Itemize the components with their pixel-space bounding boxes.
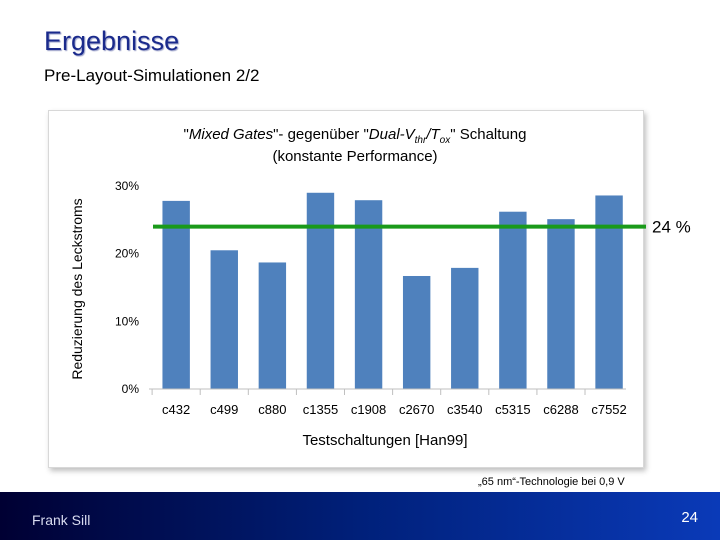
x-tick-label: c6288 — [543, 402, 578, 417]
bar-c7552 — [595, 195, 623, 389]
x-tick-label: c5315 — [495, 402, 530, 417]
chart-title-line-2: (konstante Performance) — [272, 148, 437, 165]
bar-c1355 — [306, 192, 335, 389]
slide-subtitle: Pre-Layout-Simulationen 2/2 — [44, 66, 260, 85]
page-number: 24 — [681, 509, 698, 526]
bar-c5315 — [499, 211, 527, 389]
bar-c880 — [258, 262, 287, 389]
chart-title-line-1: "Mixed Gates"- gegenüber "Dual-Vthr/Tox"… — [184, 126, 527, 146]
bar-c1908 — [354, 200, 383, 389]
x-axis-label: Testschaltungen [Han99] — [302, 432, 467, 449]
footnote: „65 nm“-Technologie bei 0,9 V — [478, 476, 625, 488]
x-tick-label: c1355 — [303, 402, 338, 417]
reference-line-label: 24 % — [652, 218, 691, 237]
footer-author: Frank Sill — [32, 512, 91, 528]
x-tick-label: c2670 — [399, 402, 434, 417]
y-tick-label: 30% — [115, 179, 139, 193]
bar-c6288 — [547, 219, 575, 389]
bars-group — [162, 192, 623, 389]
bar-chart: "Mixed Gates"- gegenüber "Dual-Vthr/Tox"… — [69, 126, 691, 449]
bar-c499 — [210, 250, 238, 389]
x-axis-ticks: c432 c499 c880 c1355 c1908 c2670 c3540 c5315 c62… — [151, 389, 627, 417]
chart-title: "Mixed Gates"- gegenüber "Dual-Vthr/Tox"… — [184, 126, 527, 165]
chart-panel — [48, 110, 644, 468]
x-tick-label: c880 — [258, 402, 286, 417]
x-tick-label: c3540 — [447, 402, 482, 417]
x-tick-label: c432 — [162, 402, 190, 417]
x-tick-label: c499 — [210, 402, 238, 417]
bar-c2670 — [402, 275, 431, 389]
slide-title: Ergebnisse — [44, 26, 180, 56]
y-tick-label: 0% — [122, 382, 140, 396]
bar-c3540 — [451, 267, 479, 389]
y-tick-label: 10% — [115, 314, 139, 328]
bar-c432 — [162, 200, 190, 389]
footer-bar: Frank Sill 24 — [0, 492, 720, 540]
y-axis-ticks: 0% 10% 20% 30% — [115, 179, 139, 396]
y-axis-label: Reduzierung des Leckstroms — [69, 198, 85, 379]
x-tick-label: c1908 — [351, 402, 386, 417]
y-tick-label: 20% — [115, 247, 139, 261]
x-tick-label: c7552 — [591, 402, 626, 417]
